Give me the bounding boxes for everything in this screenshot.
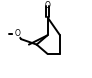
Circle shape: [14, 30, 21, 37]
Text: O: O: [45, 1, 51, 10]
Text: O: O: [14, 29, 20, 38]
